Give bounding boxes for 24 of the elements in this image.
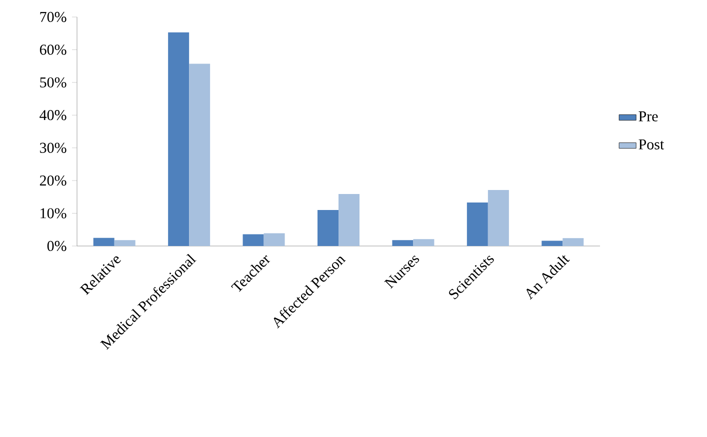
bar (542, 240, 563, 246)
legend-label: Post (638, 139, 664, 150)
bar (413, 239, 434, 246)
bar (168, 32, 190, 246)
bar (392, 240, 414, 246)
bar (114, 240, 136, 246)
legend-label: Pre (638, 111, 658, 122)
y-tick-label: 60% (40, 44, 66, 55)
y-tick-label: 10% (40, 208, 66, 218)
bar (93, 238, 114, 246)
bar (264, 233, 285, 246)
bar (466, 202, 488, 246)
y-tick-label: 0% (47, 240, 66, 252)
bar (488, 190, 509, 246)
y-tick-label: 30% (40, 142, 66, 153)
y-tick-label: 50% (40, 77, 66, 88)
bar (189, 64, 210, 246)
bar (338, 194, 360, 246)
y-tick-label: 70% (40, 12, 66, 22)
y-tick-label: 20% (40, 175, 66, 186)
bar (242, 234, 264, 246)
y-tick-label: 40% (40, 110, 66, 120)
bar (562, 238, 584, 246)
bar (318, 210, 338, 246)
